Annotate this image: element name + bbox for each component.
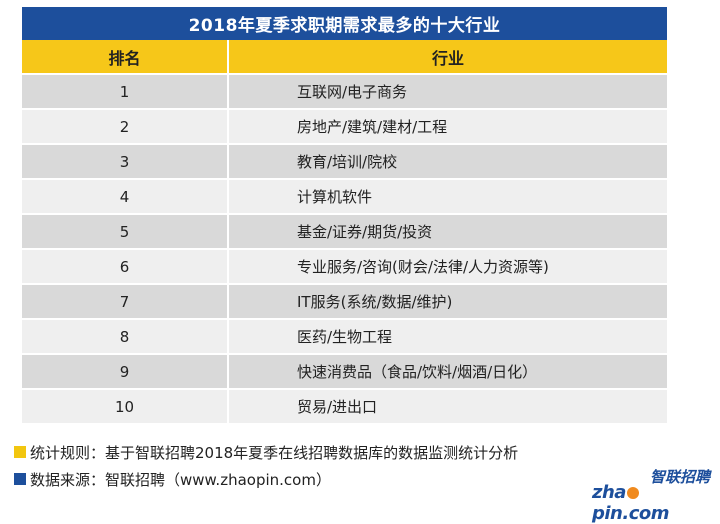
- industry-cell: 计算机软件: [297, 188, 373, 206]
- table-row: 3 教育/培训/院校: [22, 143, 667, 178]
- rank-cell: 4: [22, 180, 229, 213]
- logo-en-left: zha: [592, 482, 626, 503]
- table-title: 2018年夏季求职期需求最多的十大行业: [22, 7, 667, 40]
- table-row: 9 快速消费品（食品/饮料/烟酒/日化）: [22, 353, 667, 388]
- rank-cell: 6: [22, 250, 229, 283]
- industry-cell: 房地产/建筑/建材/工程: [297, 118, 448, 136]
- header-industry: 行业: [431, 48, 464, 68]
- rank-cell: 7: [22, 285, 229, 318]
- zhaopin-logo: 智联招聘 zhapin.com: [592, 466, 712, 524]
- rank-cell: 8: [22, 320, 229, 353]
- yellow-square-icon: [14, 446, 26, 458]
- rank-cell: 5: [22, 215, 229, 248]
- table-row: 5 基金/证券/期货/投资: [22, 213, 667, 248]
- table-row: 10 贸易/进出口: [22, 388, 667, 423]
- industry-cell: 基金/证券/期货/投资: [297, 223, 433, 241]
- industry-cell: 快速消费品（食品/饮料/烟酒/日化）: [297, 363, 538, 381]
- industry-cell: 教育/培训/院校: [297, 153, 398, 171]
- industry-cell: 专业服务/咨询(财会/法律/人力资源等): [297, 258, 549, 276]
- table-row: 6 专业服务/咨询(财会/法律/人力资源等): [22, 248, 667, 283]
- rank-cell: 2: [22, 110, 229, 143]
- footnotes: 统计规则：基于智联招聘2018年夏季在线招聘数据库的数据监测统计分析 数据来源：…: [14, 440, 518, 494]
- table-row: 4 计算机软件: [22, 178, 667, 213]
- logo-cn-text: 智联招聘: [649, 468, 710, 486]
- industry-cell: 互联网/电子商务: [297, 83, 408, 101]
- table-row: 8 医药/生物工程: [22, 318, 667, 353]
- rank-cell: 9: [22, 355, 229, 388]
- table-row: 7 IT服务(系统/数据/维护): [22, 283, 667, 318]
- logo-en-text: zhapin.com: [592, 482, 710, 524]
- source-text: 数据来源：智联招聘（www.zhaopin.com）: [30, 470, 331, 489]
- table-row: 2 房地产/建筑/建材/工程: [22, 108, 667, 143]
- logo-en-right: pin.com: [592, 503, 670, 524]
- rule-text: 统计规则：基于智联招聘2018年夏季在线招聘数据库的数据监测统计分析: [30, 443, 519, 462]
- industry-cell: 贸易/进出口: [297, 398, 378, 416]
- table-header: 排名 行业: [22, 40, 667, 73]
- logo-dot-icon: [626, 487, 639, 499]
- industry-cell: 医药/生物工程: [297, 328, 393, 346]
- header-rank: 排名: [22, 40, 229, 73]
- rule-note: 统计规则：基于智联招聘2018年夏季在线招聘数据库的数据监测统计分析: [14, 440, 518, 464]
- rank-cell: 10: [22, 390, 229, 423]
- rank-cell: 1: [22, 75, 229, 108]
- rank-cell: 3: [22, 145, 229, 178]
- table-row: 1 互联网/电子商务: [22, 73, 667, 108]
- table-body: 1 互联网/电子商务 2 房地产/建筑/建材/工程 3 教育/培训/院校 4 计算机软件…: [22, 73, 667, 423]
- industry-cell: IT服务(系统/数据/维护): [297, 293, 453, 311]
- industry-table: 2018年夏季求职期需求最多的十大行业 排名 行业 1 互联网/电子商务 2 房地产…: [22, 7, 667, 423]
- blue-square-icon: [14, 473, 26, 485]
- source-note: 数据来源：智联招聘（www.zhaopin.com）: [14, 467, 518, 491]
